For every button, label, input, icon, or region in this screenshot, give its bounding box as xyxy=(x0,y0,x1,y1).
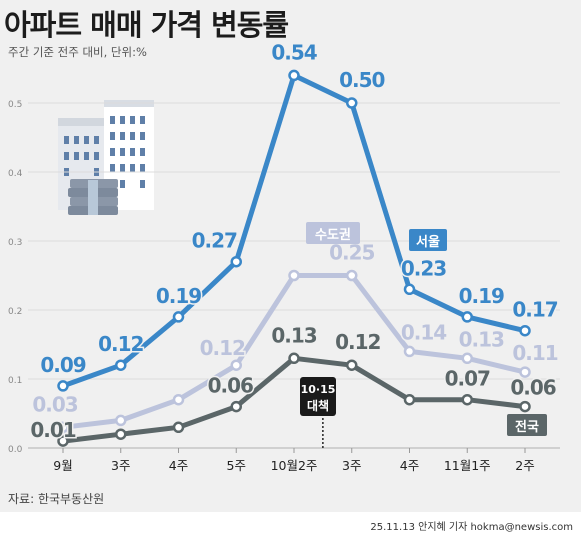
data-point-metro xyxy=(172,393,185,406)
y-tick-label: 0.1 xyxy=(8,376,22,386)
chart-title: 아파트 매매 가격 변동률 xyxy=(4,8,289,42)
legend-label-metro: 수도권 xyxy=(315,228,351,243)
x-tick-label: 11월1주 xyxy=(444,458,491,473)
y-tick-label: 0.3 xyxy=(8,238,22,248)
money-stack-icon xyxy=(68,179,118,215)
x-tick-label: 4주 xyxy=(169,458,188,473)
y-tick-label: 0.5 xyxy=(8,100,22,110)
data-label-metro: 0.03 xyxy=(32,392,77,416)
building-icon xyxy=(58,100,154,210)
data-point-national xyxy=(288,352,300,365)
data-label-national: 0.06 xyxy=(208,374,253,398)
policy-annotation: 10·15 대책 xyxy=(300,377,336,416)
data-point-national xyxy=(403,393,416,406)
x-tick-label: 2주 xyxy=(515,458,534,473)
data-point-national xyxy=(172,421,185,434)
data-labels: 0.09 0.12 0.19 0.27 0.54 0.50 0.23 0.19 0.17 0.03… xyxy=(29,39,560,444)
x-tick-label: 10월2주 xyxy=(271,458,318,473)
annotation-line2: 대책 xyxy=(307,398,329,413)
y-axis-ticks: 0.0 0.1 0.2 0.3 0.4 0.5 xyxy=(8,100,23,455)
data-label-seoul: 0.19 xyxy=(459,284,504,308)
data-label-seoul: 0.54 xyxy=(271,40,316,64)
data-label-seoul: 0.27 xyxy=(192,229,237,253)
data-label-metro: 0.14 xyxy=(401,320,446,344)
data-point-national xyxy=(346,359,358,371)
data-point-seoul xyxy=(519,324,531,337)
data-point-metro xyxy=(346,269,358,282)
source-note: 자료: 한국부동산원 xyxy=(8,492,105,506)
data-label-national: 0.01 xyxy=(30,418,75,442)
gridlines xyxy=(28,102,560,380)
legend-label-seoul: 서울 xyxy=(416,234,440,250)
annotation-line1: 10·15 xyxy=(301,383,336,396)
data-label-metro: 0.13 xyxy=(459,327,504,351)
legend-badge-seoul: 서울 xyxy=(409,229,447,251)
data-label-seoul: 0.19 xyxy=(156,284,201,308)
data-point-seoul xyxy=(288,69,300,82)
data-point-metro xyxy=(288,269,300,282)
x-tick-label: 5주 xyxy=(227,458,246,473)
data-point-seoul xyxy=(172,311,185,323)
data-label-seoul: 0.50 xyxy=(339,68,384,92)
credit-line: 25.11.13 안지혜 기자 hokma@newsis.com xyxy=(370,522,573,533)
x-tick-label: 3주 xyxy=(111,458,130,473)
data-label-seoul: 0.23 xyxy=(401,256,446,280)
data-point-national xyxy=(519,400,531,413)
y-tick-label: 0.2 xyxy=(8,307,22,317)
data-label-national: 0.06 xyxy=(510,376,555,400)
x-tick-label: 9월 xyxy=(53,458,72,473)
legend-badge-national: 전국 xyxy=(507,414,547,436)
data-point-seoul xyxy=(461,311,473,323)
line-chart: 0.0 0.1 0.2 0.3 0.4 0.5 9월 3주 4주 5주 10월2주 3주 4주 11월1… xyxy=(8,39,560,473)
data-point-seoul xyxy=(230,255,242,268)
data-point-national xyxy=(230,400,242,413)
data-point-national xyxy=(57,435,69,447)
legend-badge-metro: 수도권 xyxy=(306,222,360,244)
data-point-metro xyxy=(57,421,69,434)
x-tick-label: 4주 xyxy=(400,458,419,473)
chart-subtitle: 주간 기준 전주 대비, 단위:% xyxy=(8,45,147,59)
data-point-metro xyxy=(230,359,242,371)
data-label-national: 0.07 xyxy=(445,367,490,391)
data-label-metro: 0.11 xyxy=(512,341,557,365)
data-point-seoul xyxy=(346,97,358,109)
data-label-seoul: 0.09 xyxy=(40,353,85,377)
data-label-national: 0.12 xyxy=(335,330,380,354)
data-label-metro: 0.12 xyxy=(200,336,245,360)
data-label-metro: 0.25 xyxy=(329,241,374,265)
data-label-national: 0.13 xyxy=(271,323,316,347)
y-tick-label: 0.4 xyxy=(8,169,23,179)
data-label-seoul: 0.12 xyxy=(98,332,143,356)
data-point-national xyxy=(115,428,127,440)
data-point-metro xyxy=(461,352,473,365)
y-tick-label: 0.0 xyxy=(8,445,23,455)
data-point-seoul xyxy=(57,380,69,392)
data-point-national xyxy=(461,393,473,406)
data-point-seoul xyxy=(403,283,416,296)
series-layer xyxy=(57,69,531,447)
legend-label-national: 전국 xyxy=(515,419,539,435)
data-point-metro xyxy=(403,345,416,358)
x-tick-label: 3주 xyxy=(342,458,361,473)
data-point-metro xyxy=(519,366,531,378)
x-axis-ticks: 9월 3주 4주 5주 10월2주 3주 4주 11월1주 2주 xyxy=(53,448,535,473)
data-point-seoul xyxy=(115,359,127,371)
data-point-metro xyxy=(115,414,127,427)
data-label-seoul: 0.17 xyxy=(512,298,557,322)
